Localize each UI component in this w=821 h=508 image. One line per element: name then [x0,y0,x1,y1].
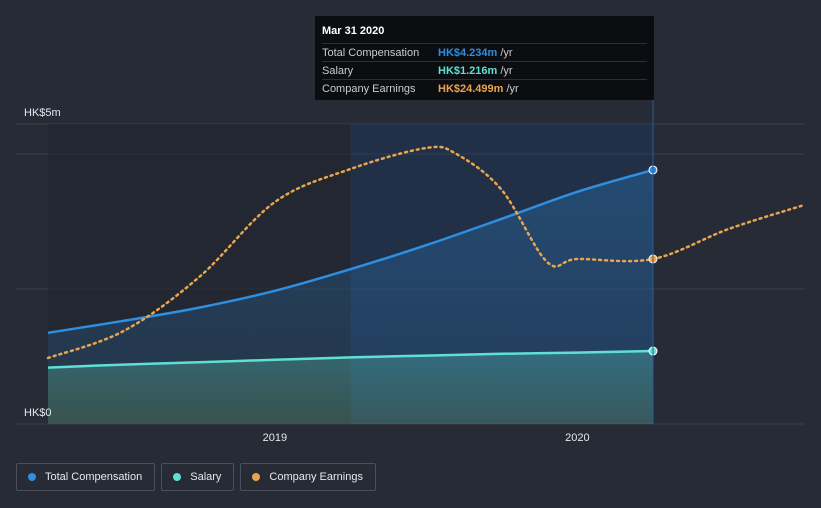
y-axis-top-label: HK$5m [24,107,61,119]
legend-label: Salary [190,471,222,483]
tooltip-date: Mar 31 2020 [322,25,385,37]
tooltip-label: Salary [322,64,354,77]
legend-item-total-compensation[interactable]: Total Compensation [16,463,156,491]
tooltip-row-total: Total Compensation HK$4.234m /yr [322,43,647,61]
tooltip-value: HK$24.499m [438,82,504,95]
legend-item-company-earnings[interactable]: Company Earnings [240,463,376,491]
tooltip-row-salary: Salary HK$1.216m /yr [322,61,647,79]
y-axis-bottom-label: HK$0 [24,407,52,419]
series-areas [48,169,653,424]
chart-legend: Total Compensation Salary Company Earnin… [16,463,376,491]
legend-dot-icon [28,473,36,481]
legend-dot-icon [173,473,182,481]
legend-item-salary[interactable]: Salary [161,463,235,491]
x-tick-label: 2019 [263,432,287,444]
tooltip-label: Company Earnings [322,82,416,95]
tooltip-unit: /yr [500,64,513,77]
tooltip-unit: /yr [506,82,519,95]
legend-label: Total Compensation [45,471,143,483]
salary-area [48,351,653,424]
x-tick-label: 2020 [565,432,589,444]
salary-line [47,349,654,369]
tooltip-row-earnings: Company Earnings HK$24.499m /yr [322,79,647,97]
tooltip-value: HK$4.234m [438,46,498,59]
x-axis-ticks: 2019 2020 [263,432,590,444]
legend-dot-icon [252,473,261,481]
tooltip-unit: /yr [500,46,513,59]
legend-label: Company Earnings [269,471,363,483]
tooltip-value: HK$1.216m [438,64,498,77]
hover-tooltip: Mar 31 2020 Total Compensation HK$4.234m… [315,16,654,100]
tooltip-label: Total Compensation [322,46,420,59]
